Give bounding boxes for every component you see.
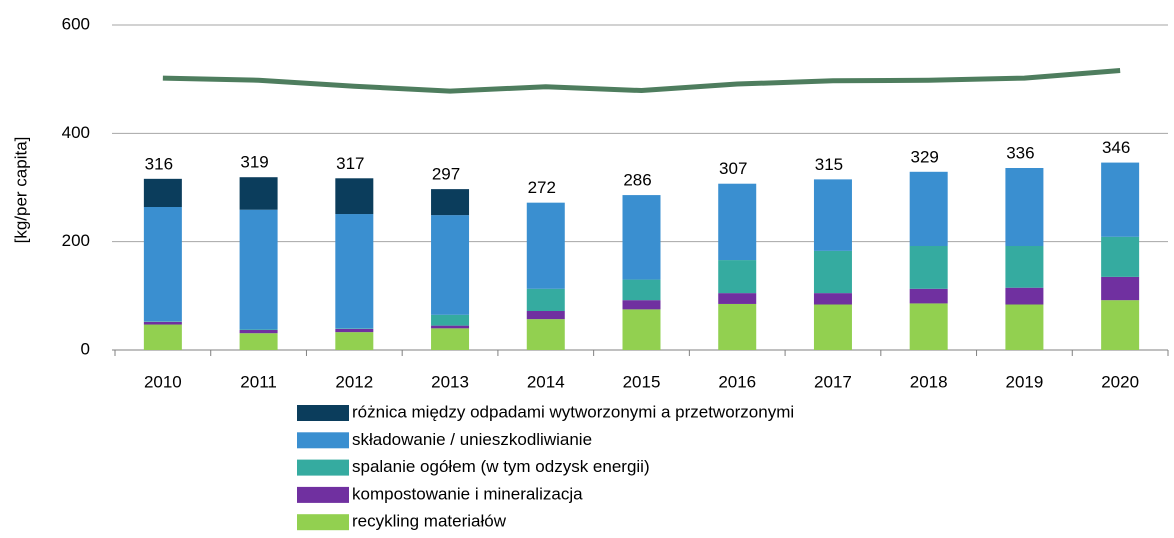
x-tick-label: 2011	[240, 372, 277, 391]
bar-segment	[1005, 304, 1044, 350]
legend-swatch	[297, 459, 349, 476]
total-label: 317	[336, 154, 364, 173]
bar-segment	[622, 300, 661, 310]
bar-segment	[239, 333, 278, 350]
legend-swatch	[297, 514, 349, 531]
bar-segment	[431, 314, 470, 326]
bar-segment	[909, 288, 948, 304]
total-label: 336	[1006, 143, 1034, 162]
bar-segment	[1101, 276, 1140, 301]
total-label: 297	[432, 165, 460, 184]
bar-segment	[239, 209, 278, 330]
legend-label: kompostowanie i mineralizacja	[352, 484, 583, 503]
bar-segment	[526, 319, 565, 350]
bar-segment	[718, 293, 757, 304]
bar-segment	[143, 178, 182, 207]
bar-segment	[813, 250, 852, 294]
bar-segment	[335, 178, 374, 215]
bar-segment	[909, 171, 948, 246]
bar-segment	[431, 328, 470, 350]
line	[162, 68, 1121, 94]
legend-swatch	[297, 432, 349, 449]
bar-segment	[622, 195, 661, 280]
legend-swatch	[297, 405, 349, 421]
x-tick-label: 2014	[527, 372, 565, 391]
y-axis-label: [kg/per capita]	[11, 137, 30, 244]
x-tick-label: 2013	[431, 372, 469, 391]
bar-segment	[813, 304, 852, 350]
total-label: 286	[623, 171, 651, 190]
y-tick-label: 200	[62, 231, 90, 250]
bar-segment	[909, 246, 948, 289]
bar-segment	[1005, 287, 1044, 305]
x-tick-label: 2010	[144, 372, 182, 391]
bar-segment	[813, 179, 852, 251]
bar-segment	[813, 293, 852, 305]
bar-segment	[143, 207, 182, 322]
total-label: 315	[815, 155, 843, 174]
y-tick-label: 400	[62, 123, 90, 142]
bar-segment	[1005, 168, 1044, 246]
x-tick-label: 2012	[335, 372, 373, 391]
bar-segment	[622, 279, 661, 301]
total-label: 316	[145, 154, 173, 173]
total-label: 307	[719, 159, 747, 178]
bar-segment	[1101, 236, 1140, 277]
bar-segment	[909, 303, 948, 350]
x-tick-label: 2018	[910, 372, 948, 391]
bar-segment	[526, 202, 565, 289]
bar-segment	[1101, 162, 1140, 237]
bar-segment	[143, 321, 182, 325]
bar-segment	[335, 332, 374, 350]
total-label: 319	[240, 153, 268, 172]
bar-segment	[335, 214, 374, 329]
legend-swatch	[297, 486, 349, 503]
bar-segment	[718, 183, 757, 261]
x-tick-label: 2017	[814, 372, 852, 391]
bar-segment	[143, 324, 182, 350]
total-label: 346	[1102, 138, 1130, 157]
total-label: 329	[910, 147, 938, 166]
bar-segment	[335, 328, 374, 329]
bar-segment	[526, 311, 565, 320]
bar-segment	[1005, 246, 1044, 288]
x-tick-label: 2019	[1005, 372, 1043, 391]
legend-label: różnica między odpadami wytworzonymi a p…	[352, 402, 794, 421]
bar-segment	[1101, 300, 1140, 350]
bar-segment	[718, 260, 757, 294]
x-tick-label: 2020	[1101, 372, 1139, 391]
x-tick-label: 2015	[623, 372, 661, 391]
total-label: 272	[528, 178, 556, 197]
x-tick-label: 2016	[718, 372, 756, 391]
bar-segment	[526, 288, 565, 311]
y-tick-label: 0	[81, 339, 90, 358]
legend-label: spalanie ogółem (w tym odzysk energii)	[352, 457, 650, 476]
legend-label: recykling materiałów	[352, 512, 507, 531]
bar-segment	[335, 328, 374, 333]
legend-label: składowanie / unieszkodliwianie	[352, 430, 592, 449]
bar-segment	[239, 329, 278, 334]
bar-segment	[431, 189, 470, 216]
bar-segment	[718, 303, 757, 350]
bar-segment	[431, 215, 470, 315]
bar-segment	[431, 325, 470, 329]
bar-segment	[239, 177, 278, 210]
bar-segment	[622, 309, 661, 350]
y-tick-label: 600	[62, 14, 90, 33]
bar-segment	[239, 329, 278, 330]
bar-segment	[143, 321, 182, 322]
